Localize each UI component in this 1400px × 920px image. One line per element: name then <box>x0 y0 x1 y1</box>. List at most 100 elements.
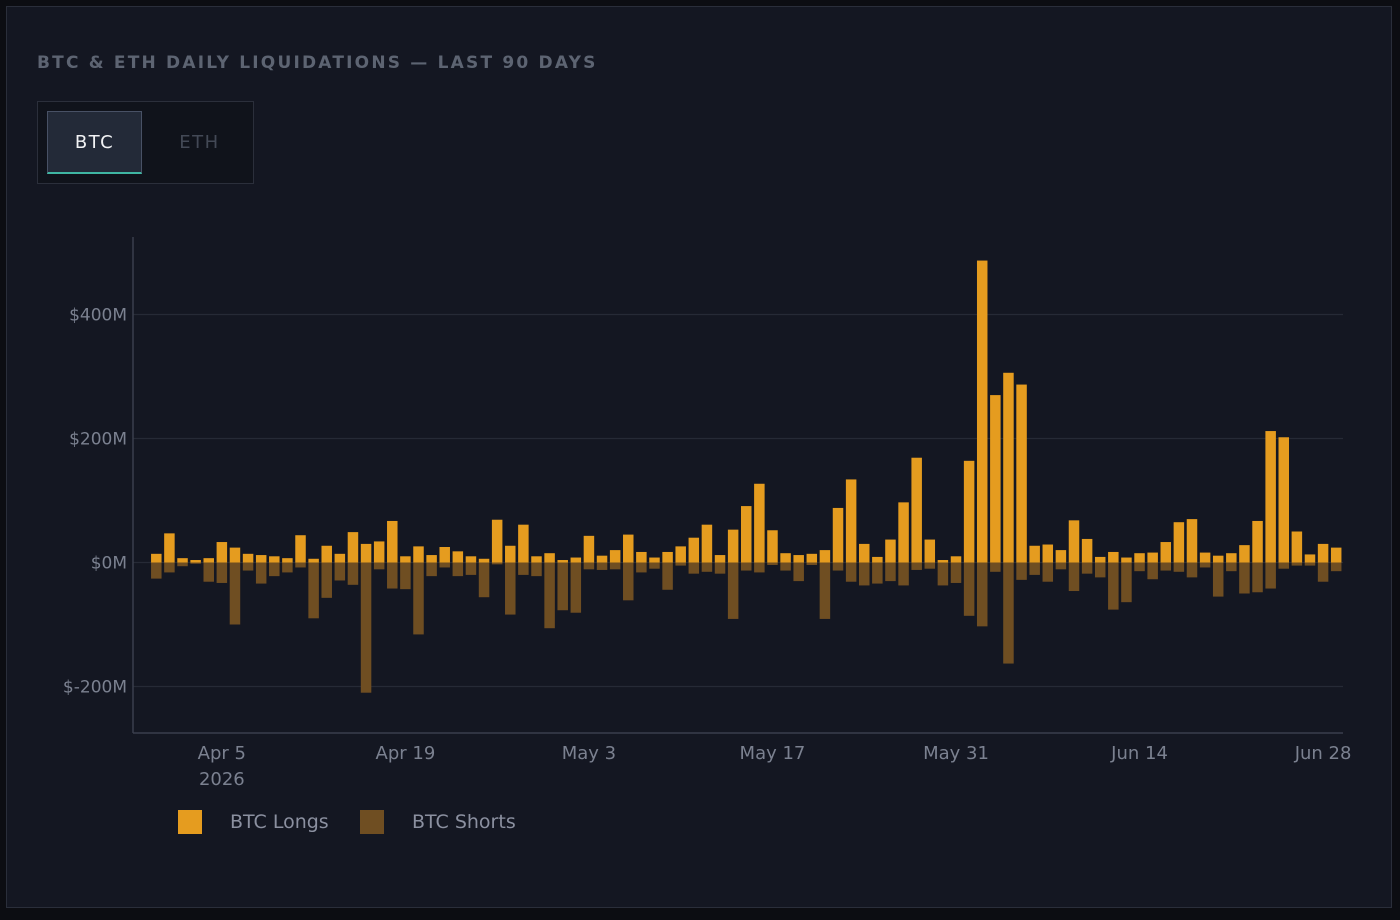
y-tick-label: $0M <box>91 554 127 574</box>
bar-longs <box>649 557 660 563</box>
bar-shorts <box>1304 562 1316 566</box>
bar-longs <box>819 550 831 563</box>
bar-shorts <box>1108 562 1119 610</box>
bar-longs <box>793 555 804 563</box>
bar-longs <box>583 535 595 563</box>
bar-shorts <box>950 562 962 583</box>
bar-longs <box>806 553 818 563</box>
y-tick-label: $-200M <box>63 678 127 698</box>
bar-longs <box>1029 545 1040 563</box>
bar-shorts <box>229 562 241 625</box>
bar-longs <box>452 551 464 563</box>
bar-longs <box>1265 431 1276 563</box>
bar-longs <box>570 557 582 563</box>
bar-shorts <box>505 562 516 615</box>
bar-longs <box>1252 520 1263 563</box>
bar-shorts <box>1042 562 1054 582</box>
legend-label-shorts: BTC Shorts <box>412 811 516 833</box>
bar-longs <box>990 395 1001 563</box>
bar-longs <box>465 556 477 563</box>
bar-longs <box>885 539 896 563</box>
bar-shorts <box>623 562 634 601</box>
bar-longs <box>1304 554 1316 563</box>
bar-shorts <box>321 562 332 598</box>
bar-shorts <box>544 562 555 629</box>
bar-shorts <box>400 562 411 590</box>
bar-longs <box>1330 547 1342 563</box>
bar-longs <box>557 560 568 563</box>
bar-longs <box>1003 372 1014 563</box>
legend-item-shorts[interactable]: BTC Shorts <box>360 810 516 834</box>
bar-shorts <box>1226 562 1237 572</box>
bar-longs <box>216 542 228 563</box>
bar-longs <box>177 558 188 563</box>
bar-shorts <box>780 562 791 571</box>
bar-longs <box>308 558 319 563</box>
bar-shorts <box>1055 562 1067 570</box>
bar-shorts <box>1029 562 1040 575</box>
bar-shorts <box>872 562 883 584</box>
bar-longs <box>242 553 254 563</box>
bar-shorts <box>347 562 359 585</box>
bar-shorts <box>898 562 909 586</box>
x-tick-label: May 3 <box>562 743 616 764</box>
bar-shorts <box>242 562 254 571</box>
bar-shorts <box>164 562 175 573</box>
bar-shorts <box>1160 562 1172 571</box>
bar-shorts <box>609 562 621 570</box>
bar-longs <box>1134 553 1145 563</box>
bar-longs <box>151 553 162 563</box>
y-tick-label: $200M <box>69 430 127 450</box>
tab-btc[interactable]: BTC <box>47 111 142 174</box>
bar-shorts <box>1252 562 1263 593</box>
tab-eth[interactable]: ETH <box>179 132 220 153</box>
x-tick-label: May 17 <box>740 743 806 764</box>
bar-longs <box>164 533 175 563</box>
bar-longs <box>845 479 857 563</box>
bar-longs <box>255 555 267 563</box>
chart-title: BTC & ETH DAILY LIQUIDATIONS — LAST 90 D… <box>37 53 598 73</box>
bar-shorts <box>360 562 372 693</box>
bar-shorts <box>583 562 595 570</box>
bar-longs <box>924 539 936 563</box>
bar-longs <box>767 530 778 563</box>
bar-longs <box>190 560 201 563</box>
bar-shorts <box>714 562 726 574</box>
bar-shorts <box>439 562 450 568</box>
bar-longs <box>531 556 542 563</box>
bar-longs <box>1094 556 1106 563</box>
bar-shorts <box>177 562 188 567</box>
x-tick-label: Apr 5 <box>198 743 246 764</box>
bar-shorts <box>649 562 660 569</box>
bar-shorts <box>596 562 608 570</box>
bar-longs <box>334 553 346 563</box>
bar-shorts <box>688 562 700 574</box>
bar-longs <box>439 547 450 563</box>
bar-shorts <box>727 562 739 619</box>
bar-shorts <box>885 562 896 582</box>
bar-shorts <box>452 562 464 577</box>
bar-longs <box>1291 531 1303 563</box>
bar-shorts <box>334 562 346 581</box>
bar-longs <box>1239 545 1250 563</box>
bar-shorts <box>426 562 437 577</box>
bar-shorts <box>675 562 686 566</box>
bar-longs <box>701 524 713 563</box>
bar-longs <box>426 555 437 563</box>
bar-longs <box>282 558 293 563</box>
bar-shorts <box>741 562 752 571</box>
bar-longs <box>636 551 647 563</box>
bar-shorts <box>1291 562 1303 566</box>
bar-longs <box>1042 544 1054 563</box>
bar-longs <box>347 532 359 563</box>
bar-longs <box>505 545 516 563</box>
legend-item-longs[interactable]: BTC Longs <box>178 810 329 834</box>
bar-shorts <box>1147 562 1158 580</box>
bar-shorts <box>518 562 529 575</box>
y-tick-label: $400M <box>69 306 127 326</box>
bar-shorts <box>701 562 713 572</box>
bar-longs <box>950 556 962 563</box>
bar-shorts <box>1134 562 1145 572</box>
bar-longs <box>387 520 398 563</box>
